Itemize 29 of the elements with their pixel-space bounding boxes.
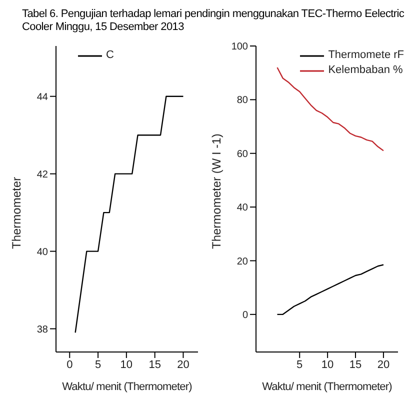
- x-tick-label: 5: [94, 358, 102, 371]
- x-tick-label: 10: [120, 358, 133, 371]
- y-tick-label: 38: [36, 324, 48, 336]
- chart-title: Tabel 6. Pengujian terhadap lemari pendingin menggunakan TEC-Thermo Eelectric Cooler Minggu, 15 Desember 2013: [21, 8, 406, 35]
- y-tick-label: 20: [236, 256, 248, 268]
- x-tick-label: 20: [177, 358, 190, 371]
- y-axis-title: Thermometer: [9, 176, 24, 249]
- x-tick-label: 15: [349, 358, 362, 371]
- y-tick-label: 0: [242, 310, 248, 321]
- x-tick-label: 0: [66, 358, 73, 371]
- x-tick-label: 15: [148, 358, 161, 371]
- x-tick-label: 20: [377, 358, 390, 371]
- x-tick-label: 10: [321, 358, 334, 371]
- line-series: [74, 96, 184, 334]
- y-tick-label: 40: [236, 202, 248, 214]
- y-tick-label: 42: [36, 169, 48, 180]
- y-axis-title: Thermometer (W I -1): [209, 134, 224, 249]
- y-tick-label: 40: [36, 246, 48, 258]
- line-series: [276, 264, 384, 316]
- legend-label: Thermomete rF: [328, 48, 404, 63]
- y-tick-label: 60: [236, 148, 248, 160]
- y-tick-label: 44: [36, 92, 48, 103]
- legend-label: C: [106, 48, 114, 63]
- x-axis-title: Waktu/ menit (Thermometer): [262, 381, 392, 393]
- x-axis-title: Waktu/ menit (Thermometer): [62, 381, 192, 393]
- x-tick-label: 5: [296, 358, 303, 371]
- y-tick-label: 100: [231, 42, 248, 53]
- legend-label: Kelembaban %: [328, 63, 403, 78]
- y-tick-label: 80: [236, 95, 248, 106]
